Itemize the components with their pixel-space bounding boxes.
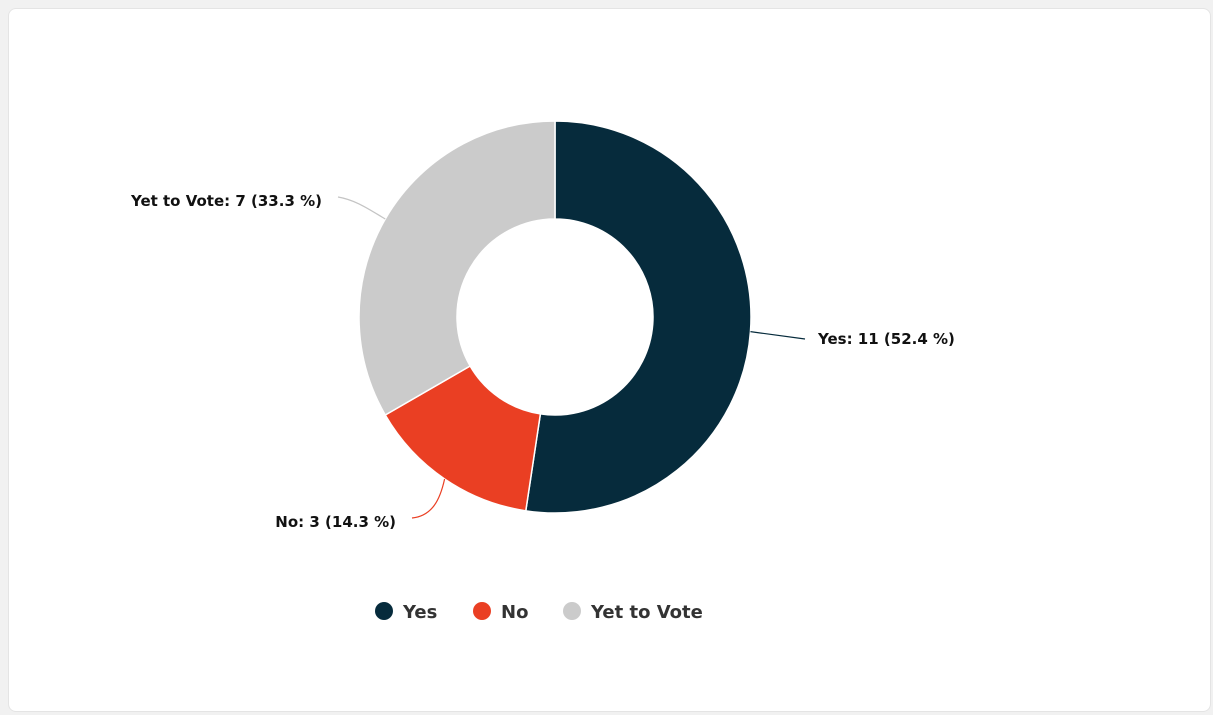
slice-label-no: No: 3 (14.3 %) [275, 513, 396, 531]
donut-slices [358, 120, 752, 514]
connector-no [411, 478, 446, 519]
label-connectors [337, 196, 806, 519]
chart-card [8, 8, 1211, 712]
legend-label-yet-to-vote: Yet to Vote [590, 602, 703, 623]
slice-label-yet-to-vote: Yet to Vote: 7 (33.3 %) [130, 192, 322, 210]
legend-item-yes[interactable]: Yes [375, 602, 437, 623]
slice-label-yes: Yes: 11 (52.4 %) [817, 330, 955, 348]
legend-marker-yet-to-vote [563, 602, 581, 620]
legend-item-no[interactable]: No [473, 602, 528, 623]
donut-slice-yes[interactable] [524, 120, 752, 514]
slice-labels: Yes: 11 (52.4 %) No: 3 (14.3 %) Yet to V… [130, 192, 955, 531]
legend-item-yet-to-vote[interactable]: Yet to Vote [563, 602, 703, 623]
donut-slice-yet-to-vote[interactable] [358, 120, 556, 417]
donut-slice-no[interactable] [384, 364, 542, 512]
connector-yet-to-vote [337, 196, 386, 220]
legend: Yes No Yet to Vote [375, 602, 703, 623]
legend-marker-yes [375, 602, 393, 620]
legend-label-no: No [501, 602, 528, 623]
legend-label-yes: Yes [402, 602, 437, 623]
legend-marker-no [473, 602, 491, 620]
connector-yes [750, 331, 806, 340]
